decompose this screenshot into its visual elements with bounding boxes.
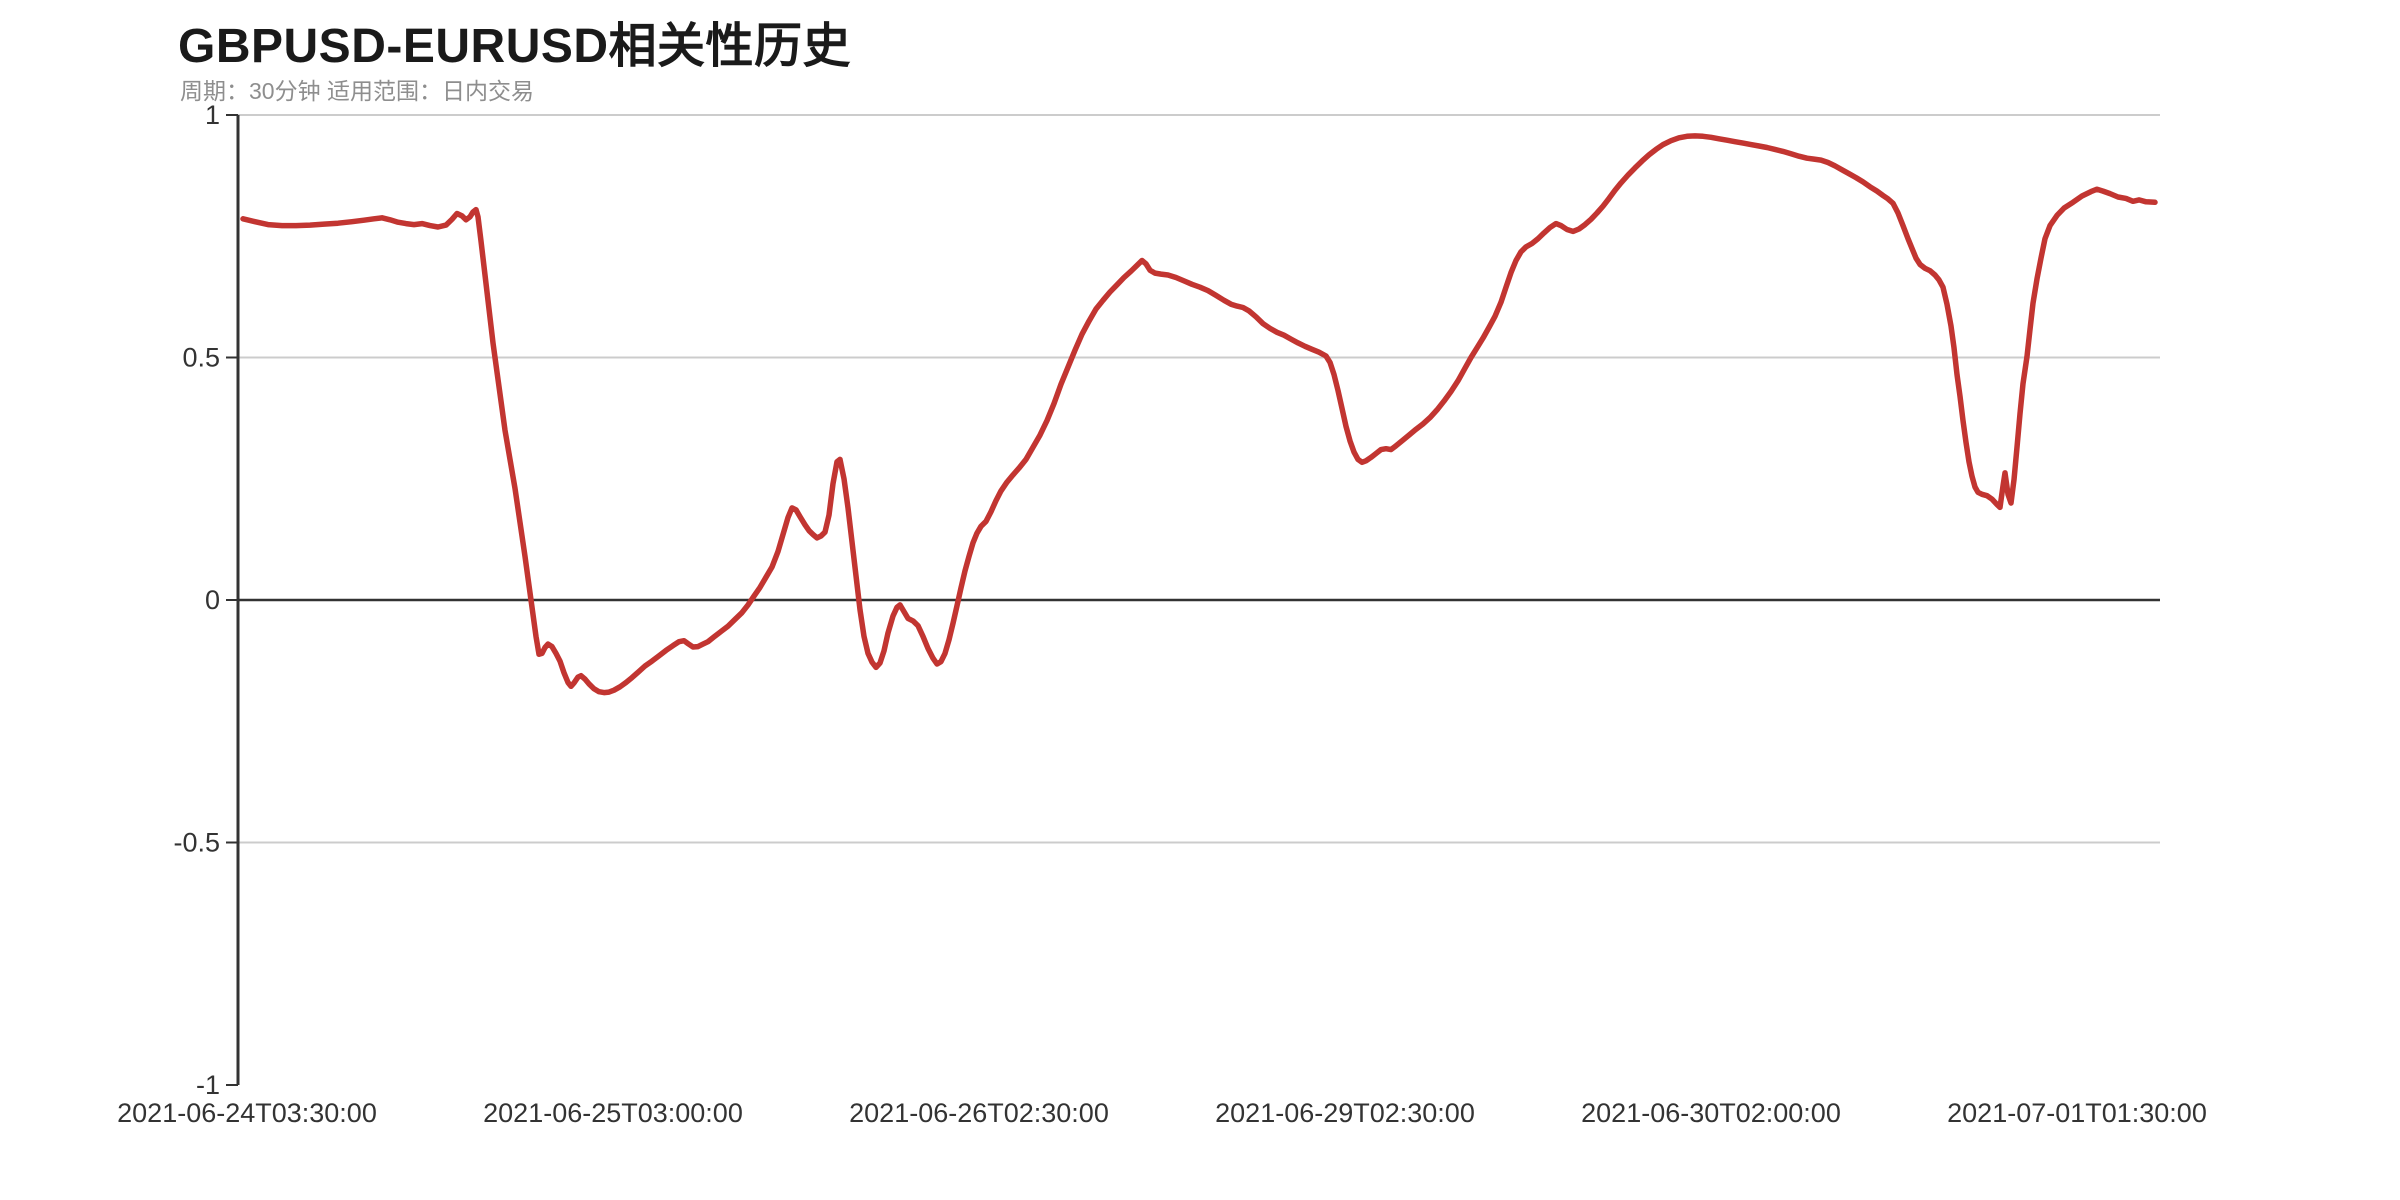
x-tick-label: 2021-06-24T03:30:00 xyxy=(117,1098,377,1128)
y-tick-label: 0.5 xyxy=(182,343,220,373)
y-tick-label: 0 xyxy=(205,585,220,615)
x-tick-label: 2021-07-01T01:30:00 xyxy=(1947,1098,2207,1128)
x-tick-label: 2021-06-25T03:00:00 xyxy=(483,1098,743,1128)
y-tick-label: 1 xyxy=(205,100,220,130)
chart-subtitle: 周期：30分钟 适用范围：日内交易 xyxy=(180,78,534,104)
x-tick-label: 2021-06-30T02:00:00 xyxy=(1581,1098,1841,1128)
y-tick-label: -1 xyxy=(196,1070,220,1100)
x-tick-label: 2021-06-26T02:30:00 xyxy=(849,1098,1109,1128)
chart-title: GBPUSD-EURUSD相关性历史 xyxy=(178,20,852,73)
x-tick-label: 2021-06-29T02:30:00 xyxy=(1215,1098,1475,1128)
correlation-series-line[interactable] xyxy=(240,133,2158,696)
y-tick-label: -0.5 xyxy=(173,828,220,858)
